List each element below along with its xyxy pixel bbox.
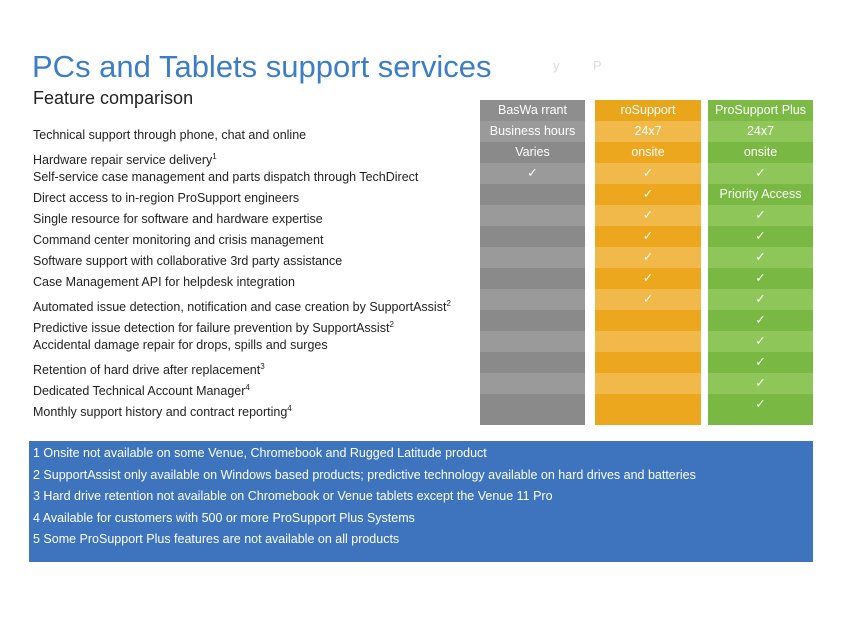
footnote-ref: 2: [389, 320, 394, 329]
feature-row: Predictive issue detection for failure p…: [33, 314, 478, 335]
feature-label: Monthly support history and contract rep…: [33, 405, 288, 420]
feature-row: Retention of hard drive after replacemen…: [33, 356, 478, 377]
table-cell: onsite: [595, 142, 701, 163]
feature-label: Predictive issue detection for failure p…: [33, 321, 390, 336]
feature-label: Automated issue detection, notification …: [33, 300, 447, 315]
table-cell: [480, 352, 585, 373]
checkmark-cell: ✓: [595, 247, 701, 268]
feature-row: Dedicated Technical Account Manager4: [33, 377, 478, 398]
feature-row: Technical support through phone, chat an…: [33, 125, 478, 146]
checkmark-cell: ✓: [708, 289, 813, 310]
checkmark-cell: ✓: [708, 226, 813, 247]
checkmark-cell: ✓: [708, 247, 813, 268]
column-header: BasWa rrant: [480, 100, 585, 121]
table-cell: 24x7: [708, 121, 813, 142]
table-cell: [480, 226, 585, 247]
checkmark-cell: ✓: [480, 163, 585, 184]
table-cell: [480, 331, 585, 352]
feature-row: Automated issue detection, notification …: [33, 293, 478, 314]
footnote-ref: 3: [260, 362, 265, 371]
checkmark-cell: ✓: [708, 394, 813, 415]
checkmark-cell: ✓: [595, 163, 701, 184]
feature-row: Case Management API for helpdesk integra…: [33, 272, 478, 293]
checkmark-cell: ✓: [708, 352, 813, 373]
table-cell: [595, 352, 701, 373]
table-cell: [480, 394, 585, 415]
table-cell: [595, 373, 701, 394]
feature-list: Technical support through phone, chat an…: [33, 125, 478, 419]
column-prosupport: roSupport 24x7 onsite ✓ ✓ ✓ ✓ ✓ ✓ ✓: [595, 100, 701, 425]
feature-label: Software support with collaborative 3rd …: [33, 254, 343, 268]
table-cell: [595, 310, 701, 331]
footnote-item: 4 Available for customers with 500 or mo…: [33, 510, 415, 525]
table-cell: [480, 289, 585, 310]
feature-label: Case Management API for helpdesk integra…: [33, 275, 295, 289]
checkmark-cell: ✓: [708, 310, 813, 331]
feature-label: Command center monitoring and crisis man…: [33, 233, 324, 247]
table-cell: Business hours: [480, 121, 585, 142]
feature-label: Self-service case management and parts d…: [33, 170, 419, 184]
column-footer: [708, 415, 813, 425]
ghost-text-1: y: [553, 58, 560, 73]
footnote-ref: 2: [446, 299, 451, 308]
page-subtitle: Feature comparison: [33, 88, 194, 108]
footnote-item: 1 Onsite not available on some Venue, Ch…: [33, 446, 487, 460]
checkmark-cell: ✓: [708, 373, 813, 394]
feature-row: Software support with collaborative 3rd …: [33, 251, 478, 272]
feature-label: Single resource for software and hardwar…: [33, 212, 323, 226]
checkmark-cell: ✓: [708, 205, 813, 226]
table-cell: 24x7: [595, 121, 701, 142]
feature-row: Accidental damage repair for drops, spil…: [33, 335, 478, 356]
footnote-item: 3 Hard drive retention not available on …: [33, 489, 553, 504]
table-cell: [480, 205, 585, 226]
table-cell: onsite: [708, 142, 813, 163]
checkmark-cell: ✓: [595, 289, 701, 310]
column-header: roSupport: [595, 100, 701, 121]
feature-label: Hardware repair service delivery: [33, 153, 213, 168]
table-cell: [595, 394, 701, 415]
footnotes-box: 1 Onsite not available on some Venue, Ch…: [29, 441, 813, 562]
feature-row: Command center monitoring and crisis man…: [33, 230, 478, 251]
checkmark-cell: ✓: [708, 163, 813, 184]
column-basic-warranty: BasWa rrant Business hours Varies ✓: [480, 100, 585, 425]
feature-label: Dedicated Technical Account Manager: [33, 384, 246, 399]
column-header: ProSupport Plus: [708, 100, 813, 121]
footnote-ref: 4: [245, 383, 250, 392]
column-footer: [480, 415, 585, 425]
feature-label: Direct access to in-region ProSupport en…: [33, 191, 300, 205]
footnote-ref: 4: [287, 404, 292, 413]
footnote-item: 2 SupportAssist only available on Window…: [33, 467, 696, 482]
table-cell: Priority Access: [708, 184, 813, 205]
checkmark-cell: ✓: [595, 184, 701, 205]
feature-row: Self-service case management and parts d…: [33, 167, 478, 188]
feature-label: Retention of hard drive after replacemen…: [33, 363, 261, 378]
ghost-text-2: P: [593, 58, 602, 73]
table-cell: [480, 247, 585, 268]
footnote-item: 5 Some ProSupport Plus features are not …: [33, 532, 400, 547]
table-cell: [480, 310, 585, 331]
table-cell: [480, 268, 585, 289]
feature-row: Single resource for software and hardwar…: [33, 209, 478, 230]
feature-row: Monthly support history and contract rep…: [33, 398, 478, 419]
table-cell: [595, 331, 701, 352]
footnote-ref: 1: [212, 152, 217, 161]
table-cell: [480, 184, 585, 205]
feature-label: Technical support through phone, chat an…: [33, 128, 307, 142]
column-footer: [595, 415, 701, 425]
column-prosupport-plus: ProSupport Plus 24x7 onsite ✓ Priority Acces…: [708, 100, 813, 425]
feature-row: Hardware repair service delivery1: [33, 146, 478, 167]
feature-row: Direct access to in-region ProSupport en…: [33, 188, 478, 209]
checkmark-cell: ✓: [708, 331, 813, 352]
checkmark-cell: ✓: [595, 205, 701, 226]
table-cell: Varies: [480, 142, 585, 163]
checkmark-cell: ✓: [595, 268, 701, 289]
page-title: PCs and Tablets support services: [32, 49, 492, 84]
table-cell: [480, 373, 585, 394]
feature-label: Accidental damage repair for drops, spil…: [33, 338, 328, 352]
checkmark-cell: ✓: [595, 226, 701, 247]
checkmark-cell: ✓: [708, 268, 813, 289]
